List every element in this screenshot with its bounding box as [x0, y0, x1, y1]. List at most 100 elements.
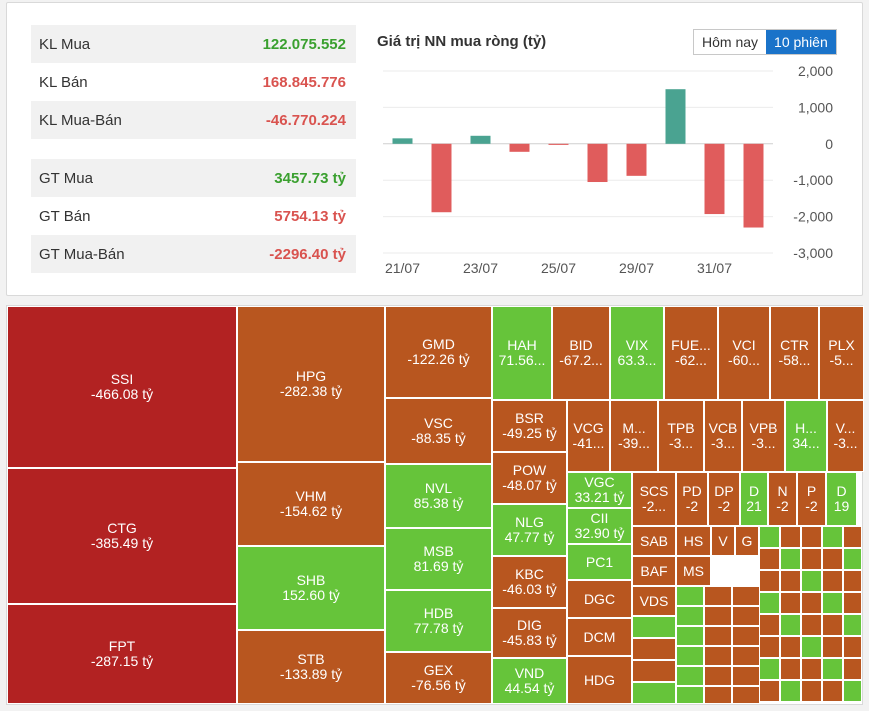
treemap-small-tile[interactable]: [732, 586, 760, 606]
treemap-small-tile[interactable]: [801, 570, 822, 592]
treemap-small-tile[interactable]: [780, 614, 801, 636]
treemap-tile[interactable]: CTG -385.49 tỷ: [7, 468, 237, 604]
treemap-small-tile[interactable]: [780, 570, 801, 592]
treemap-tile[interactable]: HS: [676, 526, 711, 556]
treemap-tile[interactable]: POW -48.07 tỷ: [492, 452, 567, 504]
treemap-small-tile[interactable]: [780, 526, 801, 548]
treemap-tile[interactable]: FPT -287.15 tỷ: [7, 604, 237, 704]
treemap-tile[interactable]: BID -67.2...: [552, 306, 610, 400]
treemap-tile[interactable]: GEX -76.56 tỷ: [385, 652, 492, 704]
treemap-small-tile[interactable]: [780, 702, 801, 704]
treemap-small-tile[interactable]: [676, 686, 704, 704]
treemap-small-tile[interactable]: [759, 570, 780, 592]
treemap-small-tile[interactable]: [780, 592, 801, 614]
treemap-small-tile[interactable]: [822, 702, 843, 704]
treemap-small-tile[interactable]: [843, 570, 862, 592]
treemap-tile[interactable]: VHM -154.62 tỷ: [237, 462, 385, 546]
treemap-small-tile[interactable]: [632, 616, 676, 638]
treemap-small-tile[interactable]: [801, 526, 822, 548]
treemap-small-tile[interactable]: [801, 636, 822, 658]
treemap-tile[interactable]: DGC: [567, 580, 632, 618]
treemap-tile[interactable]: NVL 85.38 tỷ: [385, 464, 492, 528]
treemap-tile[interactable]: D 19: [826, 472, 857, 526]
treemap-small-tile[interactable]: [822, 636, 843, 658]
treemap-small-tile[interactable]: [843, 548, 862, 570]
treemap-small-tile[interactable]: [676, 666, 704, 686]
treemap-tile[interactable]: HAH 71.56...: [492, 306, 552, 400]
treemap-small-tile[interactable]: [843, 614, 862, 636]
treemap-small-tile[interactable]: [843, 680, 862, 702]
treemap-tile[interactable]: N -2: [768, 472, 797, 526]
treemap-small-tile[interactable]: [822, 658, 843, 680]
treemap-small-tile[interactable]: [676, 586, 704, 606]
treemap-small-tile[interactable]: [704, 646, 732, 666]
treemap-small-tile[interactable]: [632, 660, 676, 682]
treemap-tile[interactable]: STB -133.89 tỷ: [237, 630, 385, 704]
treemap-tile[interactable]: KBC -46.03 tỷ: [492, 556, 567, 608]
treemap-tile[interactable]: CTR -58...: [770, 306, 819, 400]
treemap-tile[interactable]: VCG -41...: [567, 400, 610, 472]
treemap-tile[interactable]: BAF: [632, 556, 676, 586]
ten-sessions-tab[interactable]: 10 phiên: [766, 30, 836, 54]
treemap-small-tile[interactable]: [759, 592, 780, 614]
treemap-tile[interactable]: PLX -5...: [819, 306, 864, 400]
treemap-small-tile[interactable]: [732, 606, 760, 626]
treemap-small-tile[interactable]: [759, 702, 780, 704]
treemap-small-tile[interactable]: [759, 548, 780, 570]
treemap-tile[interactable]: H... 34...: [785, 400, 827, 472]
treemap-small-tile[interactable]: [822, 548, 843, 570]
treemap-small-tile[interactable]: [843, 526, 862, 548]
treemap-tile[interactable]: P -2: [797, 472, 826, 526]
treemap-tile[interactable]: SHB 152.60 tỷ: [237, 546, 385, 630]
treemap-small-tile[interactable]: [780, 636, 801, 658]
treemap-small-tile[interactable]: [843, 592, 862, 614]
treemap-small-tile[interactable]: [704, 606, 732, 626]
treemap-small-tile[interactable]: [632, 682, 676, 704]
treemap-small-tile[interactable]: [843, 702, 862, 704]
treemap-tile[interactable]: MSB 81.69 tỷ: [385, 528, 492, 590]
treemap-small-tile[interactable]: [759, 680, 780, 702]
treemap-small-tile[interactable]: [676, 606, 704, 626]
today-tab[interactable]: Hôm nay: [694, 30, 767, 54]
treemap-small-tile[interactable]: [822, 614, 843, 636]
treemap-small-tile[interactable]: [843, 658, 862, 680]
treemap-small-tile[interactable]: [801, 548, 822, 570]
treemap-tile[interactable]: FUE... -62...: [664, 306, 718, 400]
treemap-small-tile[interactable]: [759, 526, 780, 548]
treemap-small-tile[interactable]: [676, 626, 704, 646]
treemap-tile[interactable]: GMD -122.26 tỷ: [385, 306, 492, 398]
treemap-small-tile[interactable]: [759, 658, 780, 680]
treemap-small-tile[interactable]: [822, 680, 843, 702]
treemap-tile[interactable]: HPG -282.38 tỷ: [237, 306, 385, 462]
treemap-tile[interactable]: DCM: [567, 618, 632, 656]
treemap-tile[interactable]: VPB -3...: [742, 400, 785, 472]
treemap-small-tile[interactable]: [780, 658, 801, 680]
treemap-tile[interactable]: NLG 47.77 tỷ: [492, 504, 567, 556]
treemap-tile[interactable]: VGC 33.21 tỷ: [567, 472, 632, 508]
treemap-tile[interactable]: CII 32.90 tỷ: [567, 508, 632, 544]
treemap-small-tile[interactable]: [704, 586, 732, 606]
treemap-small-tile[interactable]: [801, 702, 822, 704]
treemap-small-tile[interactable]: [822, 592, 843, 614]
treemap-tile[interactable]: HDB 77.78 tỷ: [385, 590, 492, 652]
treemap-tile[interactable]: SCS -2...: [632, 472, 676, 526]
treemap-tile[interactable]: VCB -3...: [704, 400, 742, 472]
treemap-tile[interactable]: G: [735, 526, 759, 556]
treemap-small-tile[interactable]: [676, 646, 704, 666]
treemap-tile[interactable]: SSI -466.08 tỷ: [7, 306, 237, 468]
treemap-tile[interactable]: MS: [676, 556, 711, 586]
treemap-small-tile[interactable]: [801, 658, 822, 680]
treemap-small-tile[interactable]: [801, 614, 822, 636]
treemap-tile[interactable]: DP -2: [708, 472, 740, 526]
treemap-small-tile[interactable]: [780, 680, 801, 702]
treemap-tile[interactable]: M... -39...: [610, 400, 658, 472]
treemap-tile[interactable]: PC1: [567, 544, 632, 580]
treemap-small-tile[interactable]: [759, 614, 780, 636]
treemap-tile[interactable]: DIG -45.83 tỷ: [492, 608, 567, 658]
treemap-tile[interactable]: SAB: [632, 526, 676, 556]
treemap-small-tile[interactable]: [704, 686, 732, 704]
treemap-tile[interactable]: V: [711, 526, 735, 556]
treemap-tile[interactable]: VCI -60...: [718, 306, 770, 400]
treemap-small-tile[interactable]: [732, 646, 760, 666]
treemap-tile[interactable]: HDG: [567, 656, 632, 704]
